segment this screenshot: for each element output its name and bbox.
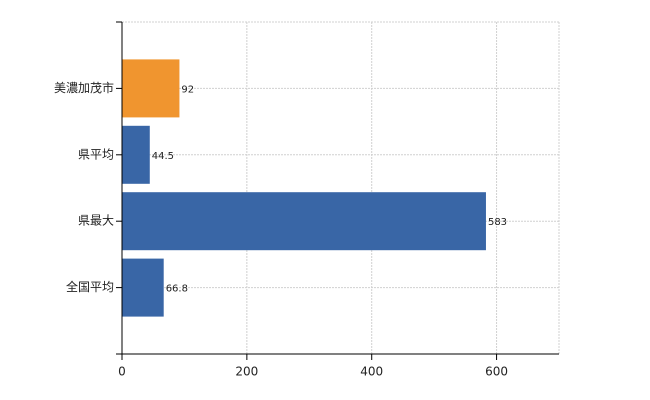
bar xyxy=(122,125,150,184)
y-tick-label: 県平均 xyxy=(78,147,114,161)
x-tick-label: 600 xyxy=(485,365,508,379)
bar xyxy=(122,192,486,251)
x-tick-label: 0 xyxy=(118,365,126,379)
x-tick-label: 400 xyxy=(360,365,383,379)
y-tick-label: 全国平均 xyxy=(66,279,114,294)
value-label: 44.5 xyxy=(152,151,174,162)
y-tick-label: 美濃加茂市 xyxy=(54,80,114,95)
value-label: 66.8 xyxy=(166,284,188,295)
value-label: 92 xyxy=(181,84,194,95)
bar xyxy=(122,59,180,118)
y-tick-label: 県最大 xyxy=(78,214,114,228)
x-tick-label: 200 xyxy=(235,365,258,379)
value-label: 583 xyxy=(488,217,507,228)
bar xyxy=(122,258,164,317)
